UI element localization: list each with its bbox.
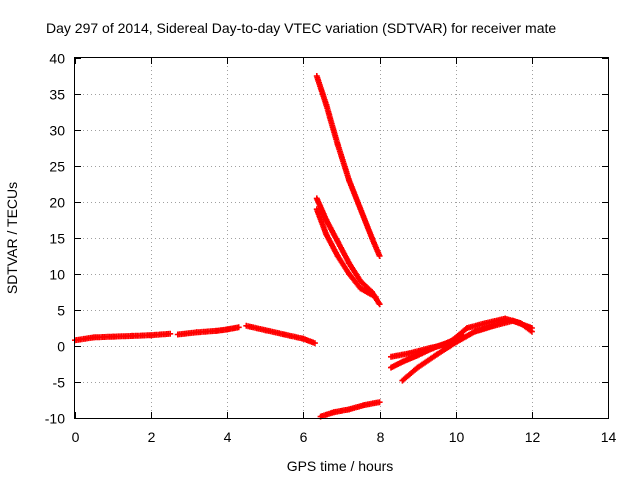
data-point-markers (323, 217, 341, 245)
x-tick-label: 14 (601, 429, 617, 445)
data-point-markers (334, 141, 353, 184)
y-tick-labels: -10 -5 0 5 10 15 20 25 30 35 40 (45, 51, 65, 427)
y-tick-label: 10 (49, 267, 65, 283)
data-series-track (317, 399, 383, 420)
data-point-markers (445, 332, 467, 346)
axis-ticks (75, 58, 609, 419)
x-axis-title: GPS time / hours (287, 458, 394, 474)
y-axis-title: SDTVAR / TECUs (4, 182, 20, 294)
y-tick-label: 25 (49, 159, 65, 175)
x-tick-label: 2 (148, 429, 156, 445)
data-series-track (399, 317, 535, 384)
data-point-markers (300, 335, 318, 347)
data-point-markers (414, 351, 440, 371)
data-point-markers (323, 101, 341, 148)
data-series-track (243, 322, 318, 347)
data-series-track (313, 73, 383, 259)
y-tick-label: 20 (49, 195, 65, 211)
y-tick-label: 30 (49, 123, 65, 139)
y-tick-label: -10 (45, 411, 65, 427)
data-points (72, 73, 535, 420)
x-tick-label: 12 (525, 429, 541, 445)
chart-title: Day 297 of 2014, Sidereal Day-to-day VTE… (46, 20, 556, 36)
data-point-markers (361, 399, 383, 408)
data-series-track (313, 206, 379, 300)
data-series-track (72, 330, 174, 344)
data-point-markers (399, 364, 421, 384)
data-point-markers (346, 271, 364, 292)
data-point-markers (323, 231, 341, 259)
data-series-track (388, 332, 467, 371)
data-point-markers (334, 253, 353, 277)
y-tick-label: 40 (49, 51, 65, 67)
y-tick-label: 5 (57, 303, 65, 319)
data-series-track (174, 324, 242, 338)
x-tick-label: 4 (224, 429, 232, 445)
data-point-markers (357, 206, 375, 241)
data-point-markers (357, 278, 375, 295)
x-tick-label: 0 (72, 429, 80, 445)
data-point-markers (357, 285, 379, 300)
data-point-markers (346, 177, 364, 213)
grid-lines (75, 58, 608, 418)
x-tick-label: 10 (449, 429, 465, 445)
data-point-markers (334, 238, 353, 267)
data-point-markers (509, 317, 535, 331)
x-tick-label: 8 (377, 429, 385, 445)
x-tick-labels: 0 2 4 6 8 10 12 14 (72, 429, 617, 445)
data-point-markers (369, 235, 383, 259)
data-series-track (313, 195, 383, 308)
y-tick-label: 35 (49, 87, 65, 103)
data-point-markers (224, 324, 242, 333)
y-tick-label: 0 (57, 339, 65, 355)
plot-frame (74, 57, 609, 419)
x-tick-label: 6 (300, 429, 308, 445)
y-tick-label: -5 (53, 375, 66, 391)
data-point-markers (148, 330, 174, 339)
y-tick-label: 15 (49, 231, 65, 247)
data-point-markers (433, 339, 459, 358)
data-point-markers (346, 260, 364, 285)
